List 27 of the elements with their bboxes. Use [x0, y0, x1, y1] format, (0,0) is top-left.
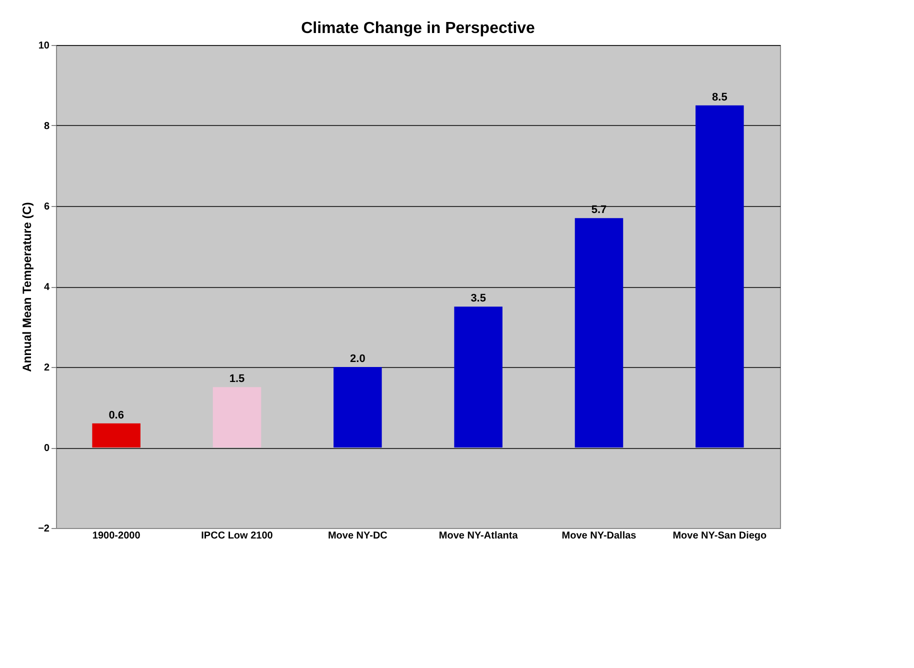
data-label: 5.7: [591, 204, 607, 216]
bar: [454, 306, 502, 448]
x-tick-label: Move NY-Atlanta: [438, 530, 518, 542]
chart-title: Climate Change in Perspective: [301, 20, 536, 37]
x-tick-label: Move NY-DC: [328, 530, 388, 542]
bar: [574, 218, 624, 448]
y-tick-label: 4: [44, 282, 50, 293]
y-tick-label: 0: [44, 443, 50, 454]
data-label: 1.5: [229, 373, 245, 386]
x-tick-label: Move NY-San Diego: [672, 530, 767, 542]
bar: [212, 387, 262, 448]
bar: [92, 423, 140, 448]
y-axis-title: Annual Mean Temperature (C): [20, 202, 34, 372]
data-label: 2.0: [350, 353, 366, 365]
y-tick-label: 10: [38, 40, 50, 52]
y-tick-label: 2: [44, 362, 50, 374]
bar: [696, 105, 744, 448]
y-tick-label: 6: [44, 202, 50, 212]
data-label: 0.6: [108, 409, 124, 422]
x-tick-label: 1900-2000: [92, 530, 141, 542]
y-tick-label: 8: [44, 121, 50, 132]
y-tick-label: −2: [38, 524, 50, 534]
x-tick-label: Move NY-Dallas: [562, 530, 637, 542]
bar: [334, 367, 382, 448]
x-tick-label: IPCC Low 2100: [201, 530, 274, 542]
data-label: 3.5: [470, 292, 486, 305]
data-label: 8.5: [712, 91, 728, 104]
